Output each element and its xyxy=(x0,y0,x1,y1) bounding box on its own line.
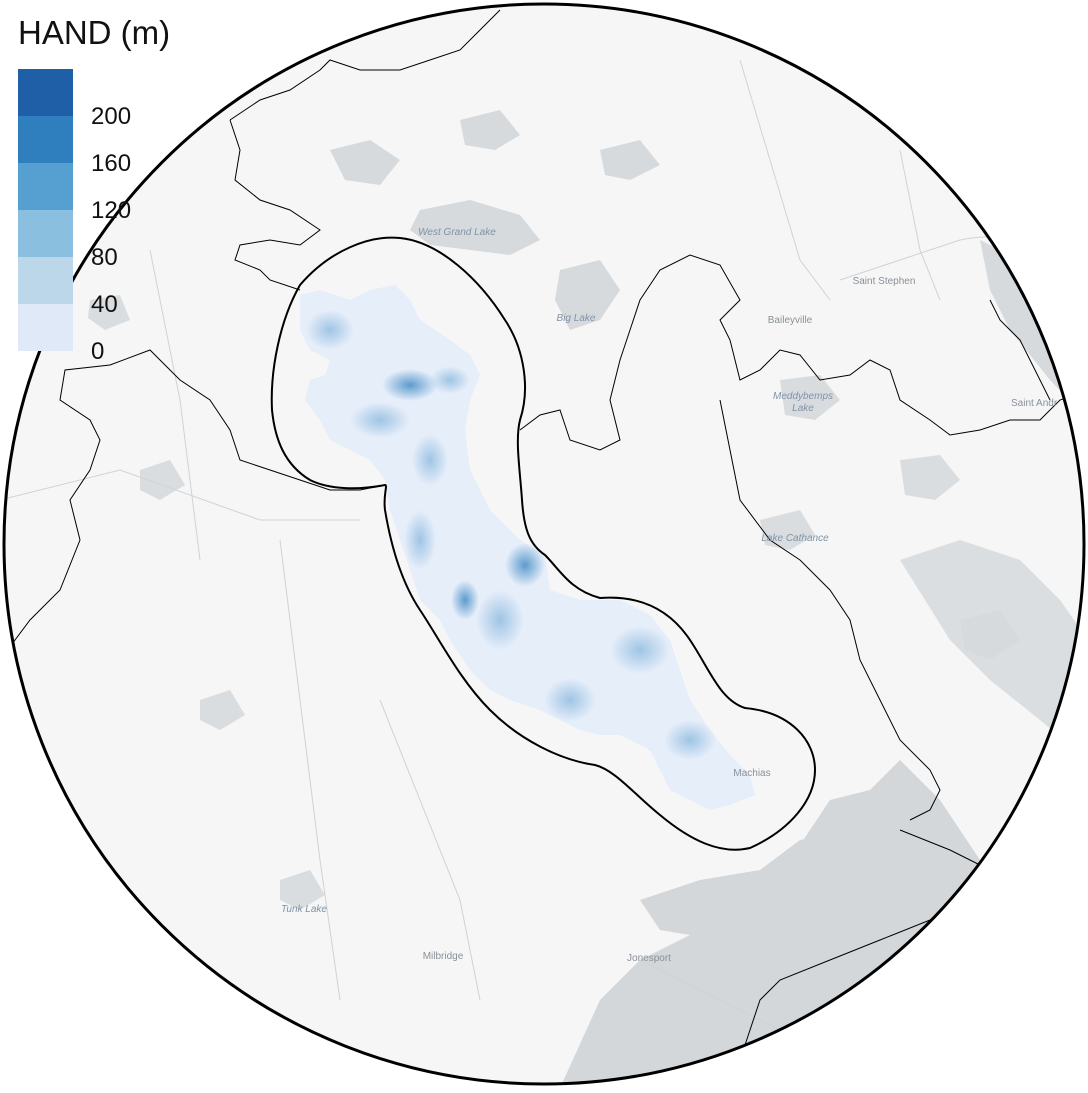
label-meddybemps-1: Meddybemps xyxy=(773,391,833,402)
legend-swatch xyxy=(18,163,73,210)
legend-swatch xyxy=(18,116,73,163)
basemap-lines xyxy=(4,59,1061,1041)
hand-raster xyxy=(300,285,755,810)
legend-tick-label: 120 xyxy=(91,197,132,224)
hand-spot xyxy=(350,402,410,438)
legend-swatch xyxy=(18,257,73,304)
lake xyxy=(330,140,400,185)
legend-tick-label: 160 xyxy=(91,150,132,177)
legend-tick-label: 200 xyxy=(91,103,132,130)
label-saint-stephen: Saint Stephen xyxy=(853,276,916,287)
legend-tick-label: 0 xyxy=(91,338,105,365)
hand-spot xyxy=(476,590,524,650)
big-lake xyxy=(555,260,620,330)
map-labels: West Grand Lake Big Lake Saint Stephen B… xyxy=(281,227,1058,964)
label-lake-cathance: Lake Cathance xyxy=(761,533,829,544)
lake xyxy=(460,110,520,150)
lake xyxy=(140,460,185,500)
lake xyxy=(960,610,1020,660)
legend-tick-label: 80 xyxy=(91,244,118,271)
legend-swatch xyxy=(18,210,73,257)
hand-spot xyxy=(664,720,716,760)
bay-water xyxy=(640,830,880,940)
hand-spot xyxy=(306,310,354,350)
label-saint-andrews: Saint Andr xyxy=(1011,398,1058,409)
hand-high-spot xyxy=(382,369,438,401)
border-lines xyxy=(4,9,1084,1061)
legend-tick-label: 40 xyxy=(91,291,118,318)
label-west-grand-lake: West Grand Lake xyxy=(418,227,496,238)
hand-spot xyxy=(430,366,470,394)
label-big-lake: Big Lake xyxy=(557,313,596,324)
tunk-lake xyxy=(280,870,325,910)
lake-cathance xyxy=(760,510,815,550)
legend-colorbar xyxy=(18,69,73,351)
hand-spot xyxy=(404,510,436,570)
legend-swatch xyxy=(18,69,73,116)
label-machias: Machias xyxy=(733,768,770,779)
hand-spot xyxy=(544,678,596,722)
hand-high-spot xyxy=(505,543,545,587)
label-tunk-lake: Tunk Lake xyxy=(281,904,327,915)
lake xyxy=(200,690,245,730)
buffer-outline xyxy=(270,236,817,851)
label-meddybemps-2: Lake xyxy=(792,403,814,414)
label-jonesport: Jonesport xyxy=(627,953,671,964)
label-milbridge: Milbridge xyxy=(423,951,464,962)
legend-title: HAND (m) xyxy=(18,14,171,51)
lake xyxy=(600,140,660,180)
legend-swatch xyxy=(18,304,73,351)
hand-spot xyxy=(610,626,670,674)
lake xyxy=(900,455,960,500)
hand-spot xyxy=(412,434,448,486)
meddybemps-lake xyxy=(780,375,840,420)
west-grand-lake xyxy=(410,200,540,255)
lake xyxy=(88,295,130,330)
hand-high-spot xyxy=(451,580,479,620)
label-baileyville: Baileyville xyxy=(768,315,813,326)
